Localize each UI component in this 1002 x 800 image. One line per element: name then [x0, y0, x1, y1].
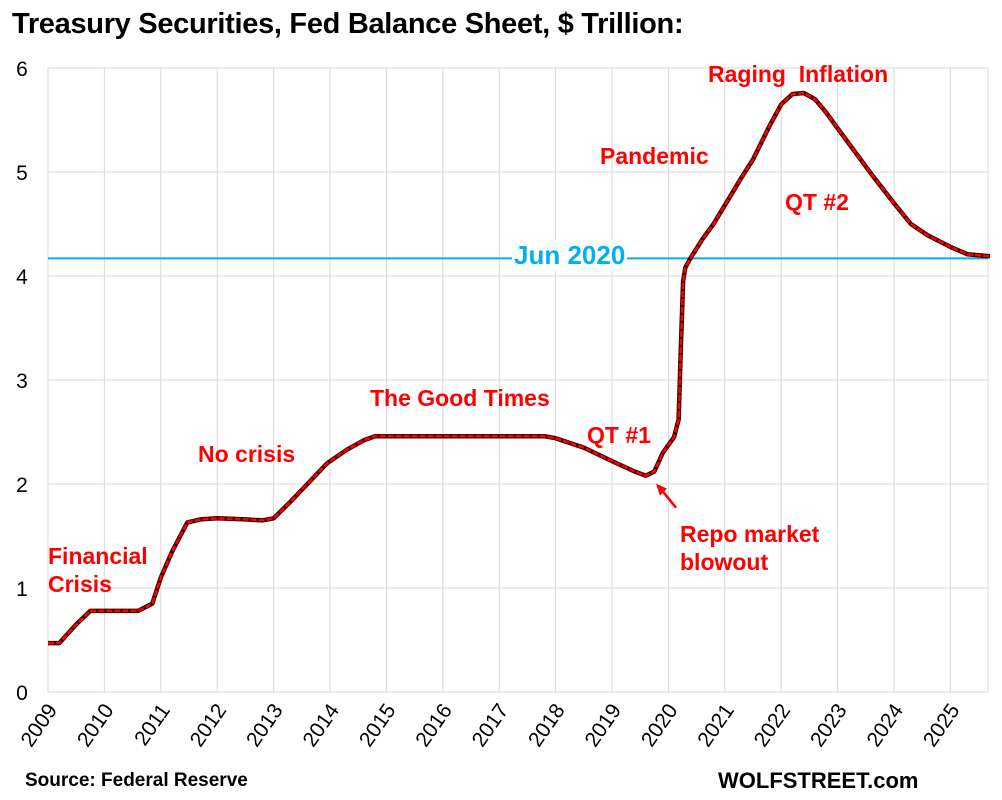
x-tick-label: 2012	[186, 700, 232, 751]
source-note: Source: Federal Reserve	[25, 770, 248, 791]
chart-title: Treasury Securities, Fed Balance Sheet, …	[12, 8, 684, 40]
x-tick-label: 2024	[862, 699, 908, 751]
annotation-qt2: QT #2	[785, 189, 849, 215]
x-tick-label: 2010	[73, 700, 119, 751]
annotation-no-crisis: No crisis	[198, 441, 296, 467]
x-tick-label: 2016	[411, 700, 457, 751]
x-tick-label: 2009	[16, 700, 62, 751]
x-tick-label: 2015	[355, 700, 401, 751]
x-tick-label: 2018	[524, 700, 570, 751]
x-tick-label: 2017	[468, 700, 514, 751]
y-tick-label: 1	[16, 578, 28, 601]
x-tick-label: 2019	[580, 700, 626, 751]
repo-arrow-head-icon	[655, 483, 667, 496]
annotation-line: Financial	[48, 543, 148, 569]
y-tick-label: 2	[16, 474, 28, 497]
annotation-line: blowout	[680, 549, 769, 575]
annotation-line: Repo market	[680, 521, 820, 547]
x-tick-label: 2023	[806, 700, 852, 751]
annotation-good-times: The Good Times	[370, 385, 550, 411]
annotation-raging-inflation: Raging Inflation	[708, 61, 889, 87]
x-tick-label: 2011	[130, 700, 175, 750]
x-tick-label: 2022	[750, 700, 796, 751]
annotation-qt1: QT #1	[587, 422, 651, 448]
y-tick-label: 6	[16, 58, 28, 81]
x-tick-label: 2014	[298, 699, 344, 751]
x-tick-label: 2013	[242, 700, 288, 751]
y-tick-label: 4	[16, 266, 28, 289]
y-tick-label: 3	[16, 370, 28, 393]
x-tick-label: 2021	[693, 700, 739, 751]
series-line-outline	[48, 90, 991, 646]
y-tick-label: 5	[16, 162, 28, 185]
annotation-line: Crisis	[48, 571, 112, 597]
annotation-pandemic: Pandemic	[600, 143, 709, 169]
reference-line-label: Jun 2020	[512, 240, 628, 271]
y-tick-label: 0	[16, 682, 28, 705]
x-tick-label: 2025	[919, 700, 965, 751]
series-line	[48, 91, 991, 645]
x-tick-label: 2020	[637, 700, 683, 751]
annotation-financial-crisis: Financial Crisis	[48, 542, 148, 598]
brand-logo-text: WOLFSTREET.com	[718, 768, 919, 793]
annotation-repo-blowout: Repo market blowout	[680, 520, 819, 576]
